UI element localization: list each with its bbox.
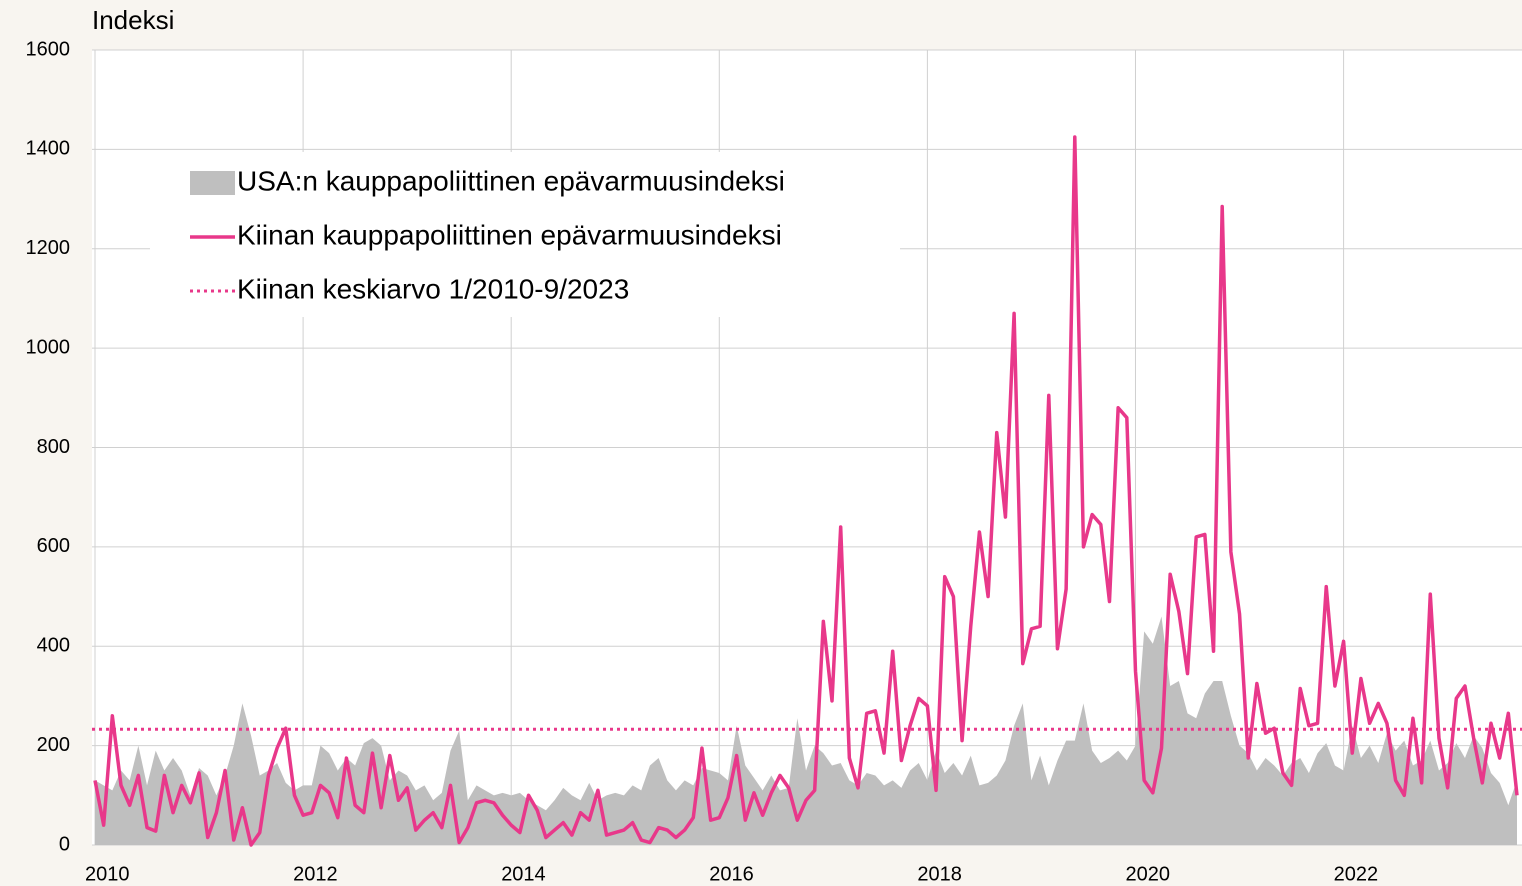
legend: USA:n kauppapoliittinen epävarmuusindeks… bbox=[150, 152, 900, 317]
labels: 0 200 400 600 800 1000 1200 1400 1600 2010 2012 201… bbox=[26, 38, 1379, 885]
y-tick-label: 1200 bbox=[26, 237, 71, 259]
x-tick-label: 2010 bbox=[85, 863, 130, 885]
x-tick-label: 2014 bbox=[501, 863, 546, 885]
x-tick-label: 2016 bbox=[709, 863, 754, 885]
y-axis-title: Indeksi bbox=[92, 5, 174, 35]
legend-box bbox=[150, 152, 900, 317]
x-tick-label: 2012 bbox=[293, 863, 338, 885]
line bbox=[93, 135, 1519, 847]
y-tick-label: 1400 bbox=[26, 138, 71, 160]
y-tick-label: 0 bbox=[59, 833, 70, 855]
y-tick-label: 200 bbox=[37, 734, 70, 756]
legend-swatch bbox=[190, 171, 235, 195]
y-tick-label: 1000 bbox=[26, 336, 71, 358]
y-tick-label: 600 bbox=[37, 535, 70, 557]
marks bbox=[92, 135, 1522, 847]
y-tick-label: 1600 bbox=[26, 38, 71, 60]
legend-label: Kiinan kauppapoliittinen epävarmuusindek… bbox=[237, 219, 782, 250]
x-tick-label: 2018 bbox=[917, 863, 962, 885]
x-tick-label: 2020 bbox=[1125, 863, 1170, 885]
legend-label: Kiinan keskiarvo 1/2010-9/2023 bbox=[237, 273, 629, 304]
legend-label: USA:n kauppapoliittinen epävarmuusindeks… bbox=[237, 165, 785, 196]
x-tick-label: 2022 bbox=[1334, 863, 1379, 885]
y-tick-label: 800 bbox=[37, 436, 70, 458]
y-tick-label: 400 bbox=[37, 635, 70, 657]
